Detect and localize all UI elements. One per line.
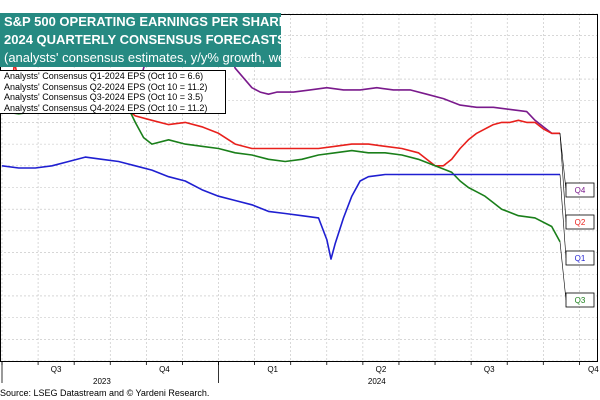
end-label-q1: Q1 — [575, 254, 586, 263]
end-labels: Q4 Q2 Q3 Q1 — [559, 133, 595, 308]
end-label-leader-q3 — [559, 241, 567, 301]
end-label-box-q1 — [565, 250, 595, 266]
x-tick-label-0: Q3 — [51, 365, 62, 374]
x-tick-label-5: Q4 — [588, 365, 599, 374]
series-line-q1 — [1, 156, 560, 260]
end-label-box-q3 — [565, 292, 595, 308]
year-label-0: 2023 — [93, 377, 111, 386]
legend: Analysts' Consensus Q1-2024 EPS (Oct 10 … — [0, 70, 226, 114]
end-label-leader-q2 — [559, 133, 567, 223]
legend-item-q4: Analysts' Consensus Q4-2024 EPS (Oct 10 … — [4, 102, 208, 113]
source-note: Source: LSEG Datastream and © Yardeni Re… — [0, 388, 210, 398]
x-tick-label-1: Q4 — [159, 365, 170, 374]
title-line-1: S&P 500 OPERATING EARNINGS PER SHARE: — [4, 14, 292, 29]
x-tick-label-4: Q3 — [484, 365, 495, 374]
end-label-q2: Q2 — [575, 218, 586, 227]
title-line-3: (analysts' consensus estimates, y/y% gro… — [4, 50, 313, 65]
x-axis-ticks: Q3 Q4 Q1 Q2 Q3 Q4 2023 2024 — [1, 361, 599, 386]
end-label-q4: Q4 — [575, 186, 586, 195]
plot-area-frame — [0, 14, 598, 362]
title-line-2: 2024 QUARTERLY CONSENSUS FORECASTS — [4, 32, 286, 47]
legend-item-q2: Analysts' Consensus Q2-2024 EPS (Oct 10 … — [4, 81, 208, 92]
series-line-q3 — [1, 104, 561, 243]
year-label-1: 2024 — [368, 377, 386, 386]
end-label-box-q4 — [565, 182, 595, 198]
end-label-leader-q4 — [559, 133, 567, 191]
end-label-leader-q1 — [559, 174, 567, 259]
end-label-q3: Q3 — [575, 296, 586, 305]
x-tick-label-3: Q2 — [376, 365, 387, 374]
chart-title-box: S&P 500 OPERATING EARNINGS PER SHARE: 20… — [0, 13, 313, 67]
legend-item-q1: Analysts' Consensus Q1-2024 EPS (Oct 10 … — [4, 71, 204, 81]
legend-item-q3: Analysts' Consensus Q3-2024 EPS (Oct 10 … — [4, 92, 204, 102]
x-tick-label-2: Q1 — [267, 365, 278, 374]
end-label-box-q2 — [565, 214, 595, 230]
